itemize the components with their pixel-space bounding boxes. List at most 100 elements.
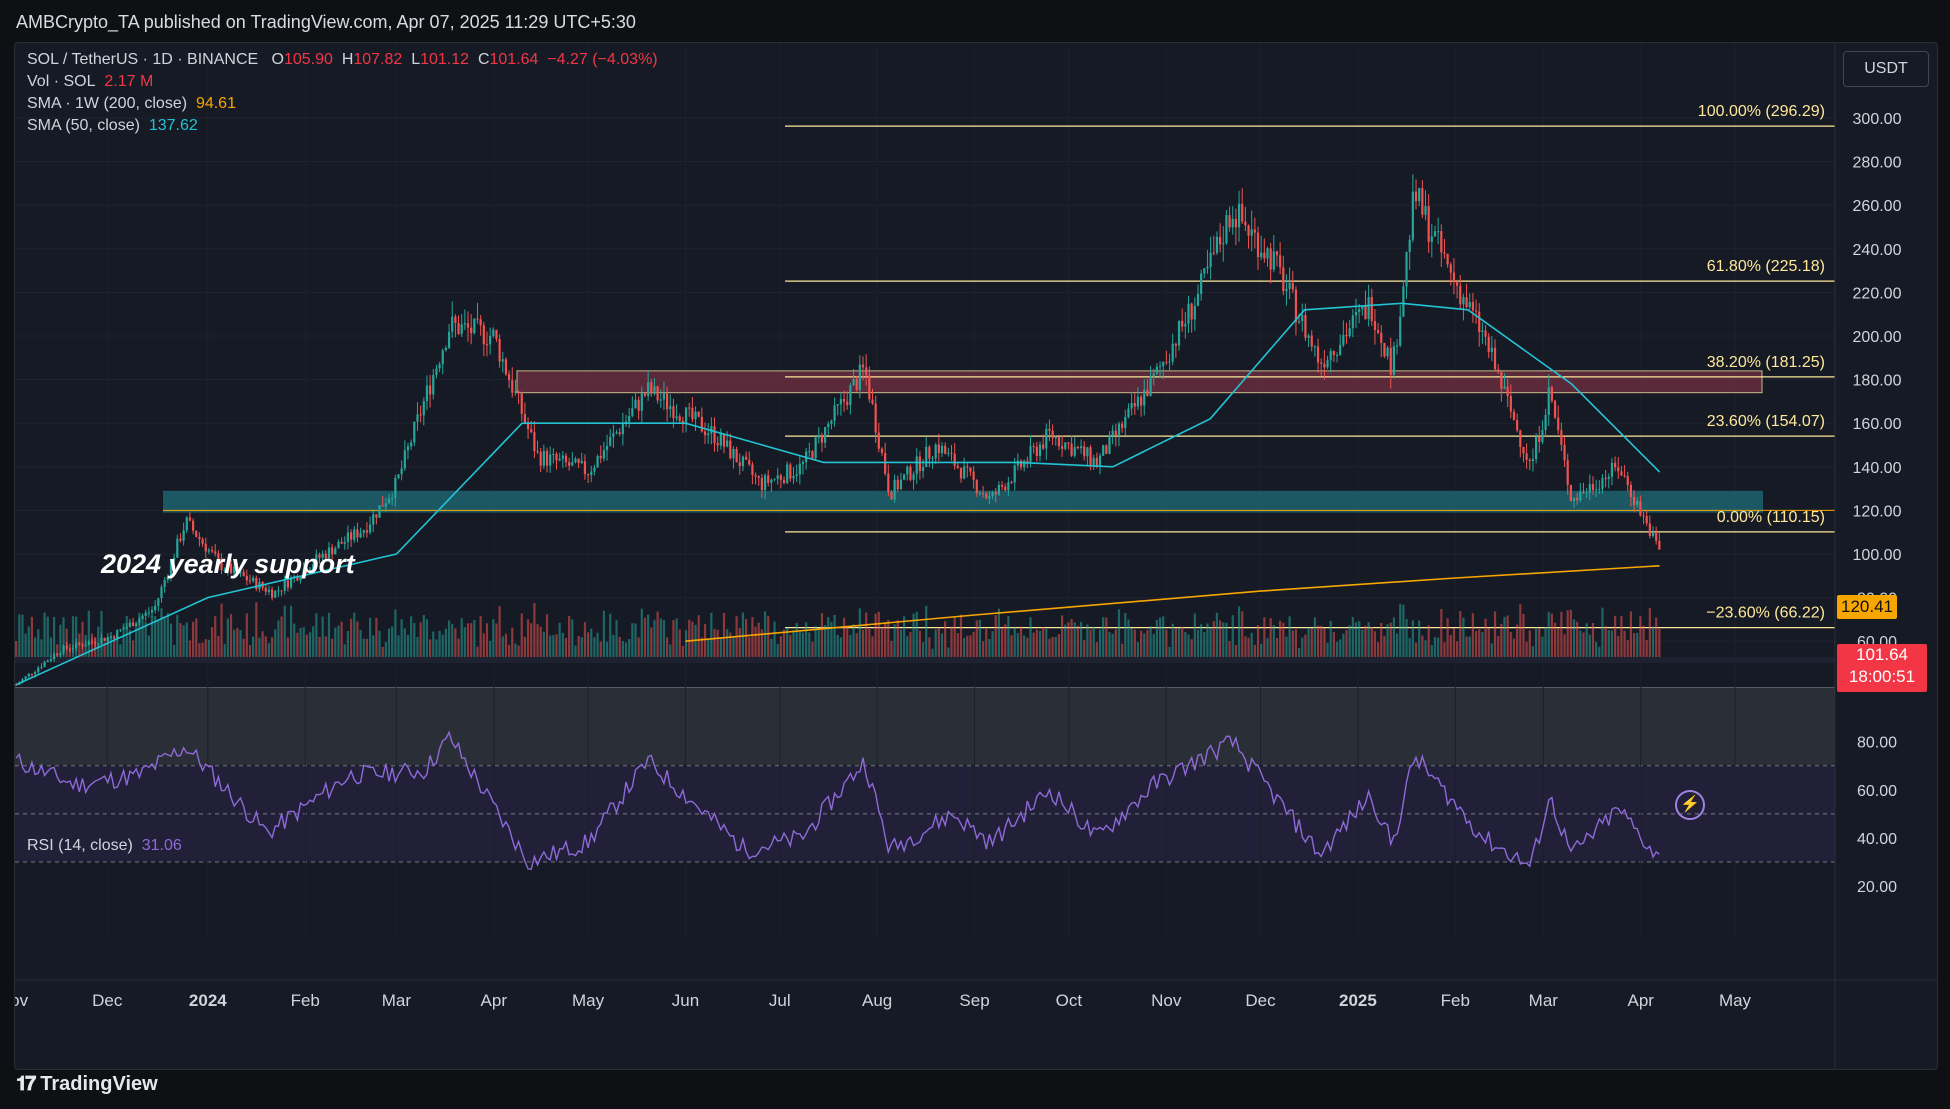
candle-body <box>1601 478 1604 489</box>
volume-bar <box>637 637 640 657</box>
candle-body <box>587 474 590 476</box>
volume-bar <box>30 616 34 657</box>
candle-body <box>1456 282 1459 286</box>
candle-body <box>1146 389 1149 397</box>
volume-bar <box>100 610 103 657</box>
volume-bar <box>368 617 372 657</box>
volume-bar <box>413 623 416 657</box>
fib-label: 23.60% (154.07) <box>1707 413 1825 430</box>
volume-bar <box>1269 618 1272 657</box>
candle-body <box>1339 344 1342 355</box>
volume-bar <box>918 630 922 657</box>
chart-canvas[interactable]: 300.00 280.00 260.00 240.00 220.00 200.00 180.… <box>15 43 1937 1069</box>
legend-sma200-row[interactable]: SMA · 1W (200, close) 94.61 <box>27 95 236 113</box>
candle-body <box>1550 387 1554 401</box>
candle-body <box>498 338 501 362</box>
candle-body <box>1168 361 1171 363</box>
chart-frame[interactable]: 300.00 280.00 260.00 240.00 220.00 200.00 180.… <box>14 42 1938 1070</box>
volume-bar <box>198 643 201 657</box>
volume-bar <box>1152 634 1155 657</box>
volume-bar <box>574 645 577 657</box>
volume-bar <box>1576 621 1579 657</box>
volume-bar <box>432 631 435 657</box>
candle-body <box>1108 434 1111 454</box>
candle-body <box>233 566 236 574</box>
volume-bar <box>1503 616 1506 657</box>
candle-body <box>1525 453 1528 460</box>
volume-bar <box>1282 622 1285 657</box>
candle-body <box>827 423 830 427</box>
currency-button[interactable]: USDT <box>1843 51 1929 87</box>
volume-bar <box>520 613 523 657</box>
candle-body <box>391 498 394 500</box>
published-header: AMBCrypto_TA published on TradingView.co… <box>0 0 1950 42</box>
volume-bar <box>372 635 375 657</box>
volume-bar <box>1171 623 1174 657</box>
volume-bar <box>204 639 207 657</box>
candle-body <box>1566 460 1569 485</box>
volume-bar <box>1114 629 1117 657</box>
volume-bar <box>1310 628 1313 657</box>
candle-body <box>1626 476 1629 485</box>
volume-bar <box>1184 631 1187 657</box>
volume-bar <box>324 636 327 657</box>
candle-body <box>631 408 634 417</box>
volume-bar <box>1323 628 1326 657</box>
candle-body <box>485 344 489 346</box>
volume-bar <box>1051 637 1054 657</box>
candle-body <box>1294 289 1298 323</box>
volume-bar <box>1291 630 1294 657</box>
volume-bar <box>997 608 1001 657</box>
candle-body <box>593 467 596 472</box>
volume-bar <box>1446 618 1449 657</box>
volume-bar <box>245 613 248 657</box>
lightning-icon[interactable]: ⚡ <box>1675 790 1705 820</box>
tradingview-logo[interactable]: 𝟏𝟕 TradingView <box>16 1073 158 1096</box>
candle-body <box>1298 321 1301 323</box>
legend-symbol[interactable]: SOL / TetherUS · 1D · BINANCE <box>27 51 259 68</box>
volume-bar <box>1481 632 1484 657</box>
volume-bar <box>160 608 163 657</box>
volume-bar <box>1443 642 1446 657</box>
last-price: 101.64 <box>1856 645 1908 664</box>
volume-bar <box>1585 623 1588 657</box>
volume-bar <box>1389 622 1392 657</box>
legend-sma50-row[interactable]: SMA (50, close) 137.62 <box>27 117 198 135</box>
volume-bar <box>1361 629 1364 657</box>
volume-bar <box>675 618 678 657</box>
volume-bar <box>1222 622 1225 657</box>
volume-bar <box>1070 619 1073 657</box>
candle-body <box>735 448 738 463</box>
volume-bar <box>195 618 198 657</box>
volume-bar <box>1405 619 1408 657</box>
volume-bar <box>340 621 343 657</box>
candle-body <box>798 463 801 475</box>
volume-bar <box>1648 607 1651 657</box>
volume-bar <box>1342 633 1345 657</box>
volume-bar <box>839 637 843 657</box>
candle-body <box>899 479 903 490</box>
candle-body <box>185 517 188 531</box>
volume-bar <box>485 623 489 657</box>
candle-body <box>1275 251 1279 256</box>
volume-bar <box>1158 617 1162 657</box>
candle-body <box>131 622 135 627</box>
candle-body <box>684 407 688 425</box>
volume-bar <box>87 610 90 657</box>
candle-body <box>1658 540 1661 550</box>
volume-bar <box>1626 640 1629 657</box>
time-tick-label: Apr <box>481 991 508 1010</box>
rsi-legend[interactable]: RSI (14, close) 31.06 <box>27 837 182 855</box>
candle-body <box>1443 252 1446 254</box>
candle-body <box>545 450 549 466</box>
volume-bar <box>252 636 255 657</box>
legend-volume-row[interactable]: Vol · SOL 2.17 M <box>27 73 153 91</box>
candle-body <box>1427 206 1430 242</box>
candle-body <box>1140 396 1143 406</box>
candle-body <box>836 404 839 406</box>
volume-bar <box>615 620 618 657</box>
volume-bar <box>24 633 27 657</box>
volume-bar <box>78 633 81 657</box>
candle-body <box>289 578 293 588</box>
candle-body <box>1519 430 1522 448</box>
